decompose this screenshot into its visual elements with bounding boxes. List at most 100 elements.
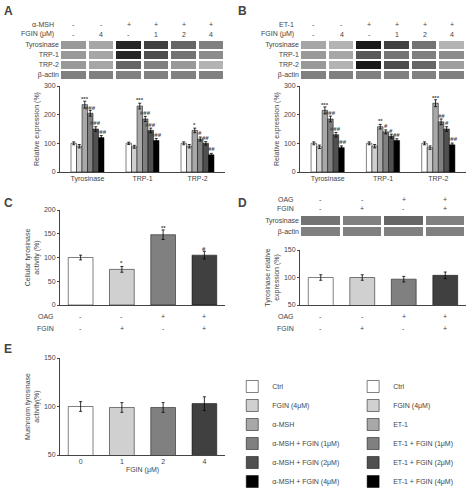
svg-text:-: - xyxy=(79,313,82,320)
svg-text:+: + xyxy=(443,205,447,212)
svg-text:FGIN (μM): FGIN (μM) xyxy=(21,30,54,38)
svg-text:Cellular tyrosinaseactivity (%: Cellular tyrosinaseactivity (%) xyxy=(24,229,41,287)
svg-text:-: - xyxy=(319,205,322,212)
svg-text:4: 4 xyxy=(202,458,206,465)
svg-text:TRP-1: TRP-1 xyxy=(39,51,59,58)
svg-text:#: # xyxy=(445,120,449,126)
svg-text:***: *** xyxy=(321,102,329,108)
svg-text:D: D xyxy=(238,196,247,210)
svg-text:+: + xyxy=(209,21,213,28)
svg-text:4: 4 xyxy=(450,31,454,38)
svg-text:Ctrl: Ctrl xyxy=(393,383,404,390)
svg-text:200: 200 xyxy=(44,111,56,118)
svg-text:Ctrl: Ctrl xyxy=(272,383,283,390)
svg-text:-: - xyxy=(72,31,75,38)
svg-text:+: + xyxy=(443,196,447,203)
svg-text:100: 100 xyxy=(44,403,56,410)
svg-text:###: ### xyxy=(336,139,347,145)
svg-text:TRP-1: TRP-1 xyxy=(132,175,152,182)
svg-text:100: 100 xyxy=(44,140,56,147)
svg-text:FGIN (μM): FGIN (μM) xyxy=(261,30,294,38)
svg-text:+: + xyxy=(120,325,124,332)
svg-text:-: - xyxy=(127,31,130,38)
svg-text:###: ### xyxy=(145,122,156,128)
svg-text:+: + xyxy=(202,313,206,320)
svg-text:ET-1: ET-1 xyxy=(279,21,294,28)
svg-text:α-MSH + FGIN (4μM): α-MSH + FGIN (4μM) xyxy=(272,478,339,486)
svg-text:-: - xyxy=(72,21,75,28)
svg-text:+: + xyxy=(154,21,158,28)
svg-text:-: - xyxy=(120,313,123,320)
svg-text:***: *** xyxy=(81,96,89,102)
svg-text:+: + xyxy=(402,313,406,320)
svg-text:α-MSH + FGIN (2μM): α-MSH + FGIN (2μM) xyxy=(272,459,339,467)
svg-text:-: - xyxy=(312,21,315,28)
svg-text:FGIN (4μM): FGIN (4μM) xyxy=(393,402,430,410)
svg-text:Relative expression (%): Relative expression (%) xyxy=(273,92,281,166)
svg-text:Tyrosinase: Tyrosinase xyxy=(71,175,105,183)
svg-text:TRP-2: TRP-2 xyxy=(428,175,448,182)
svg-text:FGIN (μM): FGIN (μM) xyxy=(126,466,159,474)
svg-text:###: ### xyxy=(330,126,341,132)
svg-text:###: ### xyxy=(447,136,458,142)
svg-text:*: * xyxy=(193,122,196,128)
svg-text:+: + xyxy=(360,325,364,332)
svg-text:+: + xyxy=(450,21,454,28)
svg-text:A: A xyxy=(4,4,13,18)
svg-text:***: *** xyxy=(432,95,440,101)
svg-text:FGIN (4μM): FGIN (4μM) xyxy=(272,402,309,410)
svg-text:+: + xyxy=(202,325,206,332)
svg-text:+: + xyxy=(402,196,406,203)
svg-text:2: 2 xyxy=(161,458,165,465)
svg-text:150: 150 xyxy=(44,354,56,361)
svg-text:#: # xyxy=(202,246,206,252)
svg-text:-: - xyxy=(100,21,103,28)
svg-text:300: 300 xyxy=(284,82,296,89)
svg-text:##: ## xyxy=(208,146,215,152)
svg-text:TRP-1: TRP-1 xyxy=(373,175,393,182)
svg-text:###: ### xyxy=(90,120,101,126)
svg-text:-: - xyxy=(402,205,405,212)
svg-text:FGIN: FGIN xyxy=(37,325,54,332)
svg-text:-: - xyxy=(361,313,364,320)
svg-text:1: 1 xyxy=(154,31,158,38)
svg-text:0: 0 xyxy=(52,168,56,175)
svg-text:OAG: OAG xyxy=(278,196,294,203)
svg-text:TRP-2: TRP-2 xyxy=(39,61,59,68)
svg-text:β-actin: β-actin xyxy=(278,228,299,236)
svg-text:+: + xyxy=(443,313,447,320)
svg-text:#: # xyxy=(384,123,388,129)
svg-text:OAG: OAG xyxy=(278,313,294,320)
svg-text:+: + xyxy=(423,21,427,28)
svg-text:+: + xyxy=(360,205,364,212)
svg-text:Relative expression (%): Relative expression (%) xyxy=(33,92,41,166)
svg-text:-: - xyxy=(368,31,371,38)
svg-text:Mushroom tyrosinaseactivity(%): Mushroom tyrosinaseactivity(%) xyxy=(24,373,41,440)
svg-text:β-actin: β-actin xyxy=(38,71,59,79)
svg-text:100: 100 xyxy=(44,254,56,261)
svg-text:1: 1 xyxy=(395,31,399,38)
svg-text:-: - xyxy=(312,31,315,38)
svg-text:E: E xyxy=(4,342,12,356)
svg-text:100: 100 xyxy=(284,274,296,281)
svg-text:β-actin: β-actin xyxy=(278,71,299,79)
svg-text:300: 300 xyxy=(44,82,56,89)
svg-text:α-MSH: α-MSH xyxy=(272,421,294,428)
svg-text:**: ** xyxy=(378,118,383,124)
svg-text:1: 1 xyxy=(120,458,124,465)
svg-text:50: 50 xyxy=(48,278,56,285)
svg-text:-: - xyxy=(402,325,405,332)
svg-text:C: C xyxy=(4,196,13,210)
svg-text:TRP-2: TRP-2 xyxy=(187,175,207,182)
svg-text:ET-1 + FGIN (4μM): ET-1 + FGIN (4μM) xyxy=(393,478,453,486)
svg-text:##: ## xyxy=(202,135,209,141)
svg-text:+: + xyxy=(367,21,371,28)
svg-text:##: ## xyxy=(438,113,445,119)
svg-text:###: ### xyxy=(96,129,107,135)
svg-text:-: - xyxy=(79,325,82,332)
svg-text:ET-1: ET-1 xyxy=(393,421,408,428)
svg-text:B: B xyxy=(238,4,247,18)
svg-text:-: - xyxy=(340,21,343,28)
svg-text:200: 200 xyxy=(44,206,56,213)
svg-text:+: + xyxy=(161,313,165,320)
